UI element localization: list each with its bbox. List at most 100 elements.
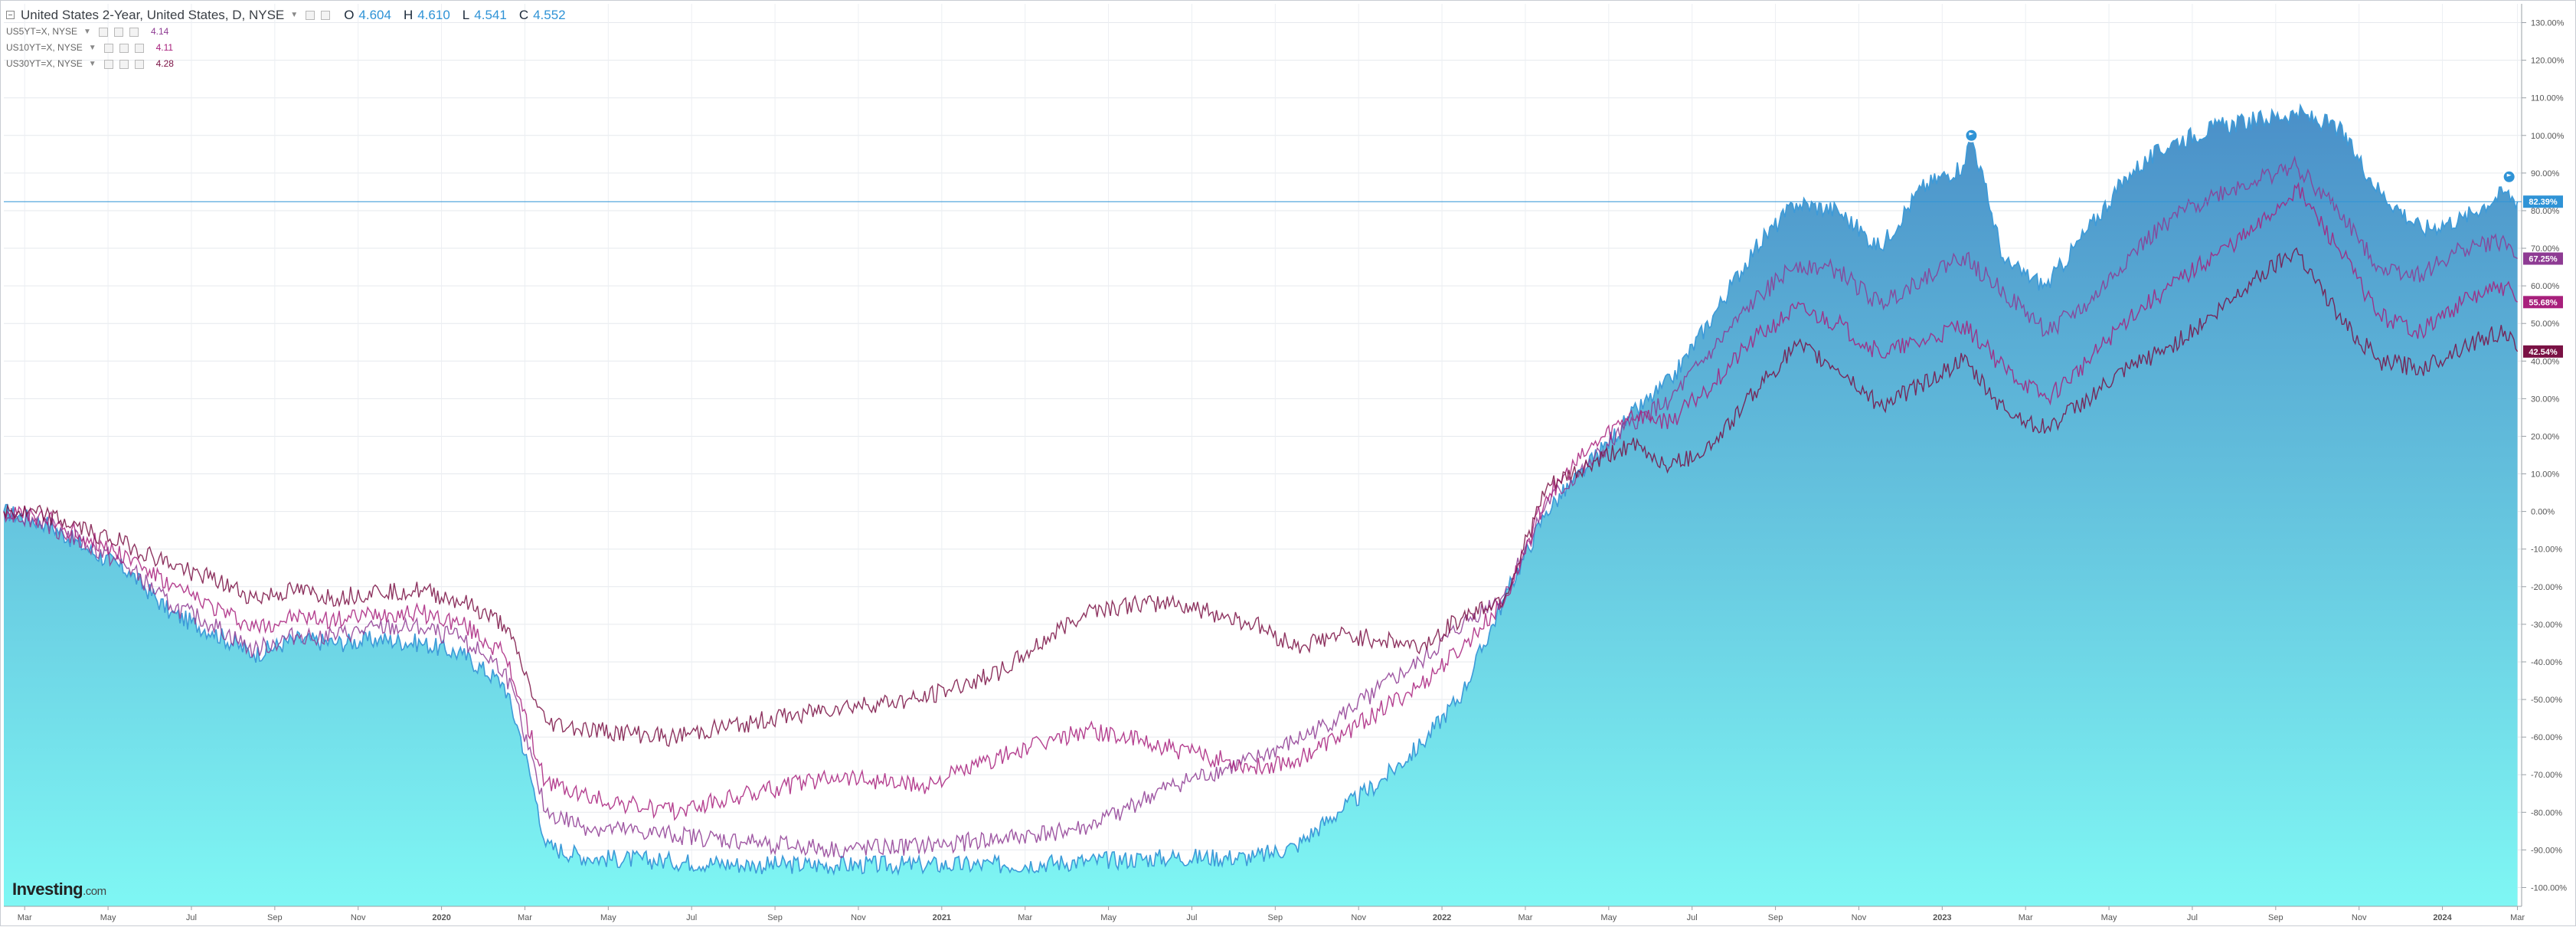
hide-icon[interactable] bbox=[119, 43, 129, 53]
main-series-legend: United States 2-Year, United States, D, … bbox=[6, 8, 566, 22]
y-tick-label: -50.00% bbox=[2531, 696, 2562, 705]
y-tick-label: 0.00% bbox=[2531, 508, 2555, 517]
chevron-down-icon[interactable]: ▼ bbox=[290, 11, 299, 19]
axes: 130.00% 120.00% 110.00% 100.00% 90.00% 80.00%… bbox=[4, 4, 2567, 922]
y-tick-label: -60.00% bbox=[2531, 733, 2562, 742]
y-tick-label: 90.00% bbox=[2531, 169, 2560, 179]
flag-icon bbox=[1964, 128, 1979, 142]
open-value: 4.604 bbox=[358, 8, 391, 22]
x-tick-label: Nov bbox=[2352, 913, 2367, 922]
settings-icon[interactable] bbox=[306, 10, 315, 20]
x-tick-label: 2021 bbox=[933, 913, 951, 922]
x-tick-label: Mar bbox=[518, 913, 532, 922]
comparison-name[interactable]: US5YT=X, NYSE bbox=[6, 26, 78, 37]
comparison-legend-us30y: US30YT=X, NYSE ▼ 4.28 bbox=[6, 57, 566, 71]
comparison-value: 4.11 bbox=[155, 42, 174, 53]
last-value-text: 42.54% bbox=[2529, 348, 2558, 357]
y-tick-label: -100.00% bbox=[2531, 883, 2567, 893]
x-tick-label: Nov bbox=[1351, 913, 1366, 922]
y-tick-label: 30.00% bbox=[2531, 395, 2560, 404]
x-tick-label: 2020 bbox=[432, 913, 450, 922]
x-tick-label: Jul bbox=[186, 913, 197, 922]
x-tick-label: Mar bbox=[1018, 913, 1032, 922]
y-tick-label: -40.00% bbox=[2531, 658, 2562, 667]
remove-icon[interactable] bbox=[129, 27, 139, 37]
x-tick-label: May bbox=[100, 913, 116, 922]
comparison-legend-us10y: US10YT=X, NYSE ▼ 4.11 bbox=[6, 41, 566, 55]
y-tick-label: 130.00% bbox=[2531, 19, 2565, 28]
x-tick-label: Nov bbox=[1852, 913, 1867, 922]
hide-icon[interactable] bbox=[321, 10, 331, 20]
last-value-badge bbox=[2523, 345, 2563, 358]
flag-icon bbox=[2502, 169, 2516, 184]
investing-logo[interactable]: Investing.com bbox=[12, 880, 106, 899]
comparison-value: 4.28 bbox=[155, 58, 174, 69]
hide-icon[interactable] bbox=[113, 27, 123, 37]
x-tick-label: Mar bbox=[18, 913, 32, 922]
main-series-title[interactable]: United States 2-Year, United States, D, … bbox=[21, 8, 285, 22]
y-tick-label: -90.00% bbox=[2531, 846, 2562, 855]
y-tick-label: 20.00% bbox=[2531, 432, 2560, 441]
event-flag bbox=[2502, 169, 2516, 184]
flag-glyph bbox=[2506, 173, 2512, 180]
collapse-legend-icon[interactable] bbox=[6, 11, 15, 19]
y-tick-label: 70.00% bbox=[2531, 244, 2560, 254]
last-value-label: 67.25% bbox=[2523, 252, 2563, 265]
x-tick-label: 2024 bbox=[2433, 913, 2452, 922]
chevron-down-icon[interactable]: ▼ bbox=[88, 44, 96, 52]
last-value-badge bbox=[2523, 296, 2563, 309]
y-tick-label: -20.00% bbox=[2531, 583, 2562, 592]
low-label: L bbox=[462, 8, 470, 22]
remove-icon[interactable] bbox=[134, 43, 144, 53]
area-layer bbox=[3, 103, 2519, 907]
chevron-down-icon[interactable]: ▼ bbox=[88, 60, 96, 68]
last-value-text: 55.68% bbox=[2529, 298, 2558, 307]
series-area-united-states-2-year bbox=[4, 105, 2518, 907]
close-label: C bbox=[518, 8, 529, 22]
x-tick-label: Sep bbox=[1768, 913, 1783, 922]
y-tick-label: -30.00% bbox=[2531, 621, 2562, 630]
open-label: O bbox=[344, 8, 355, 22]
x-tick-label: 2023 bbox=[1933, 913, 1951, 922]
x-tick-label: Jul bbox=[686, 913, 697, 922]
y-tick-label: 60.00% bbox=[2531, 282, 2560, 291]
last-value-badge bbox=[2523, 252, 2563, 265]
logo-suffix: .com bbox=[83, 885, 106, 898]
last-value-label: 55.68% bbox=[2523, 296, 2563, 309]
y-tick-label: -70.00% bbox=[2531, 771, 2562, 780]
y-tick-label: 50.00% bbox=[2531, 319, 2560, 329]
y-tick-label: 120.00% bbox=[2531, 57, 2565, 66]
x-tick-label: Sep bbox=[767, 913, 783, 922]
settings-icon[interactable] bbox=[103, 59, 113, 69]
x-tick-label: Jul bbox=[1186, 913, 1197, 922]
last-value-badge bbox=[2523, 195, 2563, 208]
last-value-text: 67.25% bbox=[2529, 255, 2558, 264]
y-tick-label: 80.00% bbox=[2531, 207, 2560, 216]
comparison-name[interactable]: US30YT=X, NYSE bbox=[6, 58, 83, 69]
series-line-us10yt-x bbox=[3, 182, 2519, 821]
series-line-us5yt-x bbox=[3, 155, 2518, 859]
x-tick-label: 2022 bbox=[1433, 913, 1451, 922]
chart-legend: United States 2-Year, United States, D, … bbox=[6, 8, 566, 73]
y-tick-label: -80.00% bbox=[2531, 808, 2562, 817]
x-tick-label: Mar bbox=[1518, 913, 1532, 922]
lines-layer bbox=[3, 155, 2519, 859]
x-tick-label: Mar bbox=[2019, 913, 2033, 922]
settings-icon[interactable] bbox=[98, 27, 108, 37]
hide-icon[interactable] bbox=[119, 59, 129, 69]
x-tick-label: May bbox=[600, 913, 616, 922]
high-value: 4.610 bbox=[417, 8, 450, 22]
settings-icon[interactable] bbox=[103, 43, 113, 53]
chevron-down-icon[interactable]: ▼ bbox=[83, 28, 91, 36]
overlays: 82.39% 67.25% 55.68% 42.54% bbox=[4, 128, 2563, 358]
last-value-text: 82.39% bbox=[2529, 198, 2558, 207]
high-label: H bbox=[403, 8, 414, 22]
y-tick-label: 10.00% bbox=[2531, 470, 2560, 480]
flag-glyph bbox=[1969, 132, 1974, 139]
comparison-name[interactable]: US10YT=X, NYSE bbox=[6, 42, 83, 53]
remove-icon[interactable] bbox=[134, 59, 144, 69]
x-tick-label: May bbox=[2101, 913, 2117, 922]
y-tick-label: -10.00% bbox=[2531, 545, 2562, 555]
